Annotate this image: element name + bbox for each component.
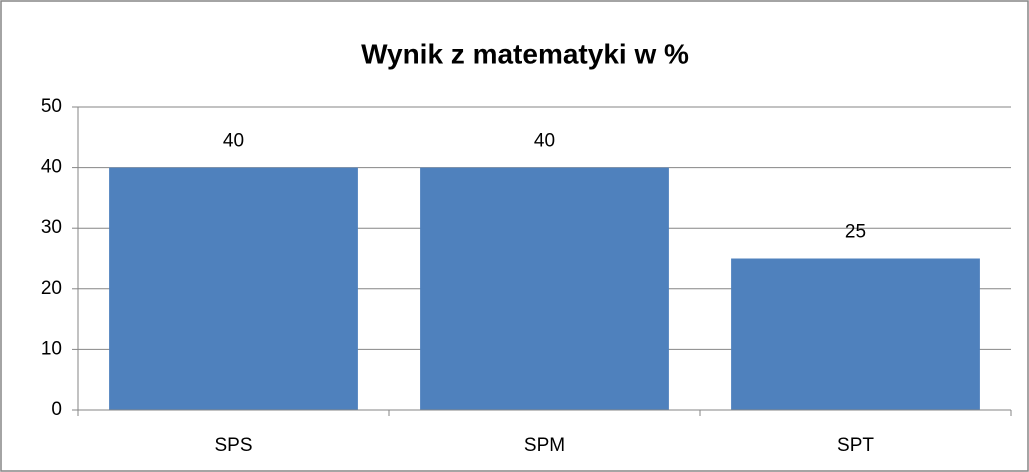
- y-tick-label: 50: [41, 96, 62, 117]
- bar: [731, 258, 980, 410]
- data-label: 40: [534, 131, 555, 152]
- x-tick-label: SPT: [837, 435, 874, 456]
- data-label: 40: [223, 131, 244, 152]
- y-tick-label: 10: [41, 338, 62, 359]
- x-tick-label: SPS: [214, 435, 252, 456]
- bar: [420, 167, 669, 410]
- y-tick-label: 30: [41, 217, 62, 238]
- y-tick-label: 40: [41, 157, 62, 178]
- x-tick-label: SPM: [524, 435, 565, 456]
- chart-title: Wynik z matematyki w %: [361, 38, 689, 69]
- y-tick-label: 20: [41, 278, 62, 299]
- bar: [109, 167, 358, 410]
- y-tick-label: 0: [51, 399, 62, 420]
- data-label: 25: [845, 222, 866, 243]
